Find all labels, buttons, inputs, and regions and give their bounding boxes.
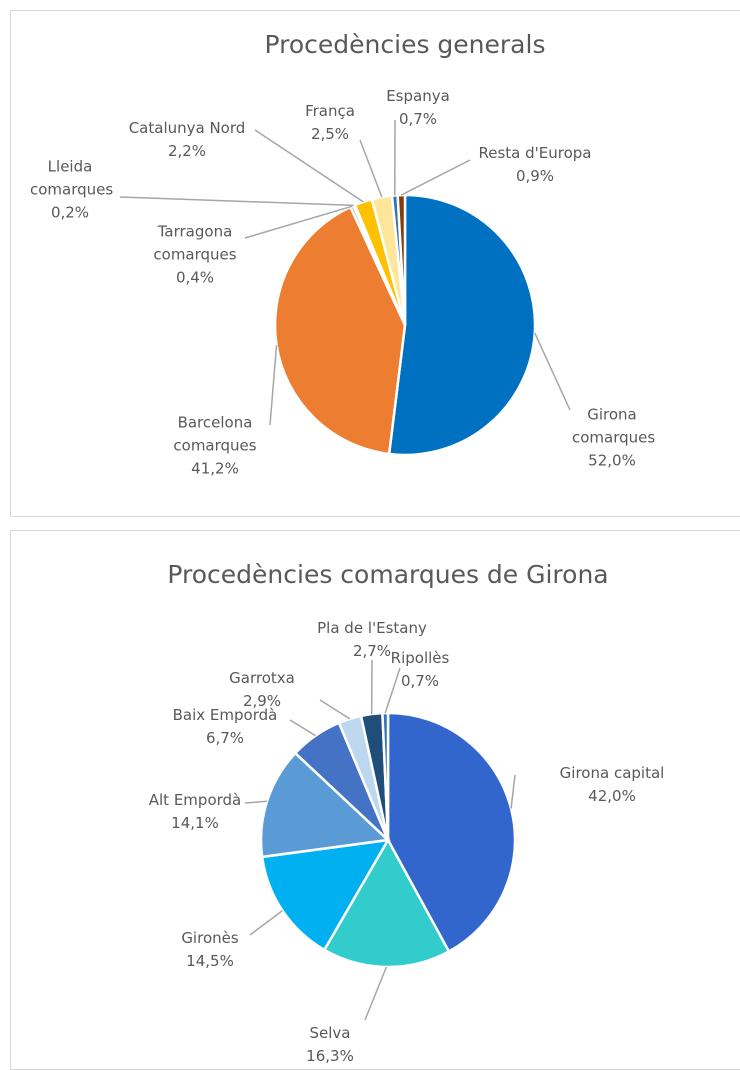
slice-name: França	[300, 100, 360, 123]
leader-line	[511, 775, 515, 809]
slice-name: Barcelona comarques	[170, 412, 260, 458]
chart-title: Procedències comarques de Girona	[167, 560, 608, 589]
slice-name: Alt Empordà	[135, 789, 255, 812]
slice-value: 2,5%	[300, 123, 360, 146]
leader-line	[365, 967, 386, 1020]
slice-name: Girona comarques	[572, 404, 652, 450]
slice-name: Tarragona comarques	[150, 221, 240, 267]
slice-name: Girona capital	[542, 762, 682, 785]
slice-value: 6,7%	[160, 727, 290, 750]
slice-value: 0,4%	[150, 267, 240, 290]
leader-line	[120, 197, 354, 205]
slice-value: 0,7%	[383, 108, 453, 131]
slice-value: 0,2%	[30, 202, 110, 225]
slice-name: Catalunya Nord	[117, 117, 257, 140]
slice-value: 0,7%	[380, 670, 460, 693]
slice-name: Selva	[300, 1022, 360, 1045]
slice-value: 42,0%	[542, 785, 682, 808]
slice-value: 41,2%	[170, 458, 260, 481]
slice-name: Garrotxa	[222, 667, 302, 690]
leader-line	[401, 160, 470, 195]
slice-value: 14,1%	[135, 812, 255, 835]
pie-slice	[389, 195, 535, 455]
leader-line	[250, 911, 282, 935]
leader-line	[360, 140, 382, 197]
slice-value: 52,0%	[572, 450, 652, 473]
slice-value: 16,3%	[300, 1045, 360, 1068]
leader-line	[270, 345, 277, 425]
leader-line	[535, 333, 570, 410]
slice-name: Gironès	[175, 927, 245, 950]
slice-name: Pla de l'Estany	[307, 617, 437, 640]
slice-value: 2,9%	[222, 690, 302, 713]
slice-value: 2,2%	[117, 140, 257, 163]
chart-title: Procedències generals	[265, 30, 546, 59]
slice-name: Lleida comarques	[30, 156, 110, 202]
slice-name: Espanya	[383, 85, 453, 108]
slice-value: 0,9%	[465, 165, 605, 188]
slice-value: 14,5%	[175, 950, 245, 973]
slice-name: Resta d'Europa	[465, 142, 605, 165]
leader-line	[320, 700, 350, 719]
leader-line	[290, 720, 316, 736]
slice-name: Ripollès	[380, 647, 460, 670]
